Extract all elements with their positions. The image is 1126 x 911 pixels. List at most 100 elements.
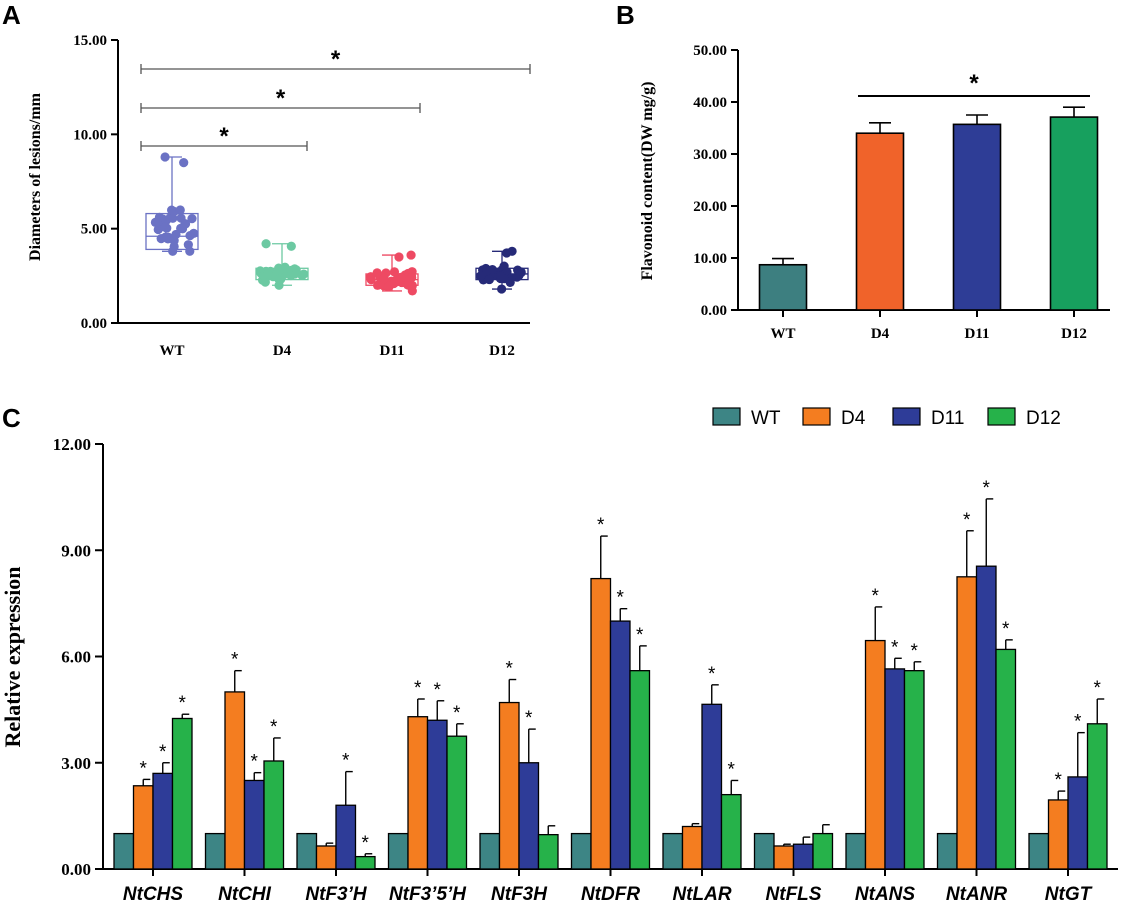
panel-c-y-tick-label: 0.00 (61, 860, 91, 879)
panel-a-point (406, 250, 416, 260)
panel-c-bar (224, 691, 246, 870)
panel-a-point (384, 281, 394, 291)
panel-b-bar (1049, 116, 1099, 311)
panel-a-point (275, 265, 285, 275)
panel-c-bar (113, 832, 135, 870)
panel-a-point (379, 273, 389, 284)
panel-a-point (274, 274, 284, 284)
panel-c-significance-star: * (362, 833, 370, 854)
panel-a-ylabel: Diameters of lesions/mm (27, 92, 44, 261)
panel-c-x-tick-label: NtGT (1045, 884, 1093, 905)
panel-c-bar (479, 832, 501, 870)
panel-b-y-tick-label: 30.00 (693, 147, 727, 163)
panel-c-significance-star: * (1055, 770, 1063, 791)
panel-a-point (506, 273, 516, 283)
panel-c-bar (132, 785, 154, 870)
panel-a-point (286, 270, 296, 281)
panel-c-bar (720, 793, 742, 870)
panel-a-point (407, 272, 417, 283)
panel-b-bar (758, 263, 808, 311)
legend-label-wt: WT (751, 408, 781, 429)
panel-b-significance-star: * (969, 70, 979, 97)
panel-a-point (497, 284, 507, 294)
panel-c-bar (315, 845, 337, 870)
panel-a-point (475, 271, 486, 281)
legend-swatch-d4 (802, 407, 831, 426)
panel-c-x-tick-label: NtF3H (491, 884, 548, 905)
panel-c-significance-star: * (708, 664, 716, 685)
panel-c-significance-star: * (414, 678, 422, 699)
panel-c-significance-star: * (140, 758, 148, 779)
panel-c-significance-star: * (597, 515, 605, 536)
panel-a-point (171, 229, 181, 240)
panel-c-significance-star: * (1002, 619, 1010, 640)
panel-c-bar (354, 855, 376, 870)
panel-c-significance-star: * (251, 752, 259, 773)
panel-b-ylabel: Flavonoid content(DW mg/g) (639, 82, 656, 281)
panel-a-point (153, 224, 163, 235)
panel-a-point (372, 268, 382, 278)
panel-c-y-tick-label: 12.00 (53, 435, 91, 454)
panel-c-significance-star: * (617, 588, 625, 609)
panel-c-bar (609, 620, 631, 870)
panel-c-significance-star: * (963, 510, 971, 531)
panel-a-point (501, 248, 512, 258)
legend-label-d11: D11 (931, 408, 964, 429)
panel-c-bar (1028, 832, 1050, 870)
panel-a-y-tick-label: 5.00 (81, 222, 107, 238)
panel-a-x-tick-label: D4 (273, 343, 292, 359)
panel-a-point (150, 217, 161, 227)
panel-a-point (290, 264, 300, 274)
panel-c-bar (681, 825, 703, 870)
panel-a-point (160, 222, 171, 232)
panel-c-bar (263, 760, 285, 870)
panel-c-significance-star: * (270, 717, 278, 738)
panel-c-bar (518, 762, 540, 870)
panel-a-point (187, 214, 197, 224)
panel-c-significance-star: * (1074, 712, 1082, 733)
panel-a-y-tick-label: 15.00 (73, 33, 107, 49)
panel-a-point (175, 205, 185, 215)
panel-a-point (263, 269, 273, 279)
panel-c-bar (845, 832, 867, 870)
panel-a-point (177, 224, 188, 234)
panel-c-bar (864, 639, 886, 870)
panel-c-bar (407, 716, 429, 870)
legend-swatch-d11 (892, 407, 921, 426)
panel-c-bar (792, 843, 814, 870)
panel-a-significance-star: * (219, 123, 229, 150)
panel-b-bar (855, 132, 905, 311)
panel-c-bar (903, 670, 925, 870)
panel-a-point (487, 265, 498, 275)
panel-c-x-tick-label: NtCHS (123, 884, 183, 905)
panel-c-bar (1067, 776, 1089, 870)
panel-c-bar (1086, 723, 1108, 870)
panel-a-point (484, 274, 494, 285)
panel-c-bar (498, 701, 520, 870)
panel-c-bar (387, 832, 409, 870)
panel-c-bar (995, 648, 1017, 870)
panel-c-significance-star: * (525, 708, 533, 729)
panel-c-bar (296, 832, 318, 870)
panel-c-bar (773, 845, 795, 870)
panel-c-significance-star: * (179, 693, 187, 714)
panel-c-significance-star: * (342, 751, 350, 772)
panel-c-bar (956, 576, 978, 870)
panel-c-significance-star: * (231, 650, 239, 671)
panel-a-point (513, 265, 523, 275)
panel-c-bar (701, 703, 723, 870)
panel-c-y-tick-label: 6.00 (61, 648, 91, 667)
panel-a-point (183, 240, 193, 250)
panel-c-x-tick-label: NtF3’5’H (389, 884, 467, 905)
panel-b-x-tick-label: D4 (871, 326, 890, 342)
panel-c-ylabel: Relative expression (0, 566, 25, 747)
panel-c-significance-star: * (728, 759, 736, 780)
panel-b-bar (952, 123, 1002, 311)
panel-a-point (156, 234, 166, 244)
panel-c-chart: Relative expression 0.00 3.00 6.00 9.00 12.0… (0, 407, 1118, 905)
panel-c-bar (204, 832, 226, 870)
panel-c-bar (629, 670, 651, 870)
panel-c-significance-star: * (506, 659, 514, 680)
panel-b-chart: Flavonoid content(DW mg/g) 0.00 10.00 20.0… (639, 43, 1110, 342)
panel-a-point (286, 241, 296, 251)
